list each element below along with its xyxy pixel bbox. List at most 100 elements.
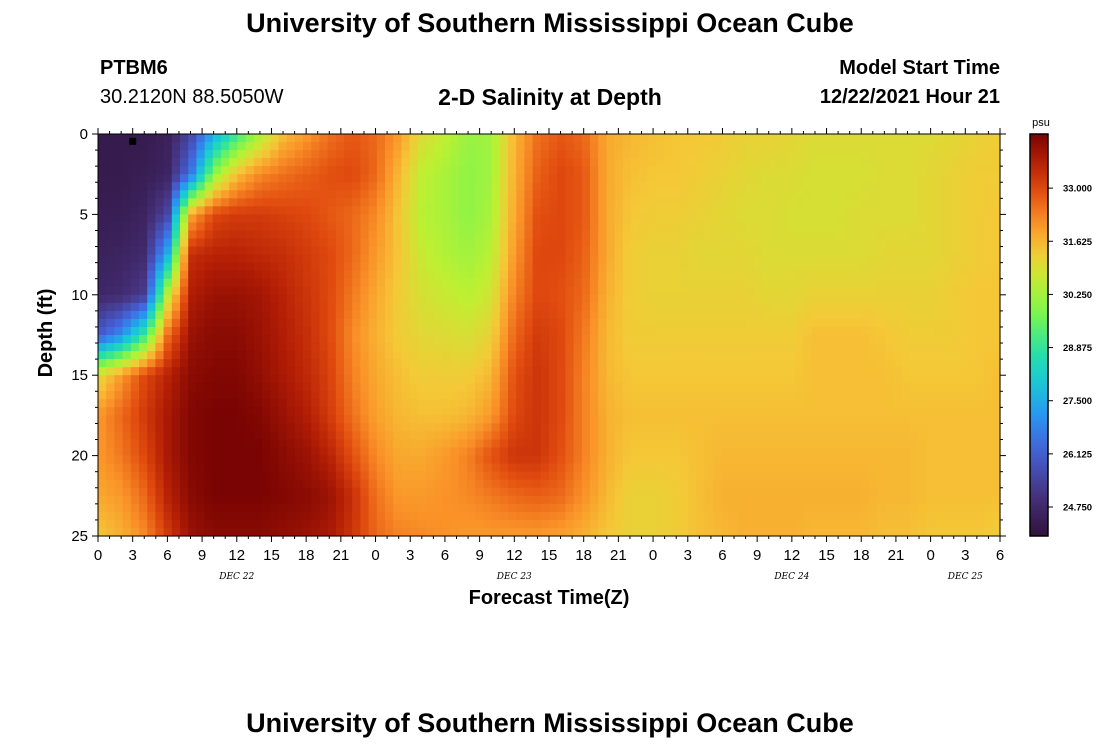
heatmap-cell	[450, 174, 460, 183]
heatmap-cell	[483, 214, 493, 224]
heatmap-cell	[909, 142, 919, 151]
heatmap-cell	[942, 415, 952, 425]
heatmap-cell	[811, 246, 821, 256]
heatmap-cell	[860, 310, 870, 320]
heatmap-cell	[516, 230, 525, 240]
heatmap-cell	[467, 351, 476, 360]
heatmap-cell	[737, 278, 747, 288]
heatmap-cell	[778, 254, 788, 264]
heatmap-cell	[926, 262, 935, 272]
heatmap-cell	[196, 383, 206, 392]
heatmap-cell	[139, 326, 148, 336]
heatmap-cell	[442, 463, 452, 473]
heatmap-cell	[352, 326, 361, 336]
heatmap-cell	[606, 326, 616, 336]
heatmap-cell	[795, 206, 804, 215]
heatmap-cell	[926, 214, 935, 224]
heatmap-cell	[942, 447, 952, 457]
heatmap-cell	[983, 142, 993, 151]
heatmap-cell	[581, 174, 591, 183]
heatmap-cell	[680, 174, 689, 183]
heatmap-cell	[655, 351, 665, 360]
heatmap-cell	[327, 190, 337, 199]
heatmap-cell	[631, 415, 640, 425]
heatmap-cell	[786, 134, 796, 143]
heatmap-cell	[975, 375, 985, 384]
heatmap-cell	[836, 423, 845, 433]
heatmap-cell	[918, 142, 927, 151]
heatmap-cell	[778, 359, 788, 368]
heatmap-cell	[253, 399, 263, 408]
heatmap-cell	[803, 471, 812, 481]
heatmap-cell	[795, 359, 804, 368]
heatmap-cell	[483, 487, 493, 497]
heatmap-cell	[704, 310, 714, 320]
heatmap-cell	[745, 455, 755, 465]
heatmap-cell	[598, 150, 607, 159]
heatmap-cell	[335, 447, 345, 457]
heatmap-cell	[442, 246, 452, 256]
heatmap-cell	[926, 479, 935, 489]
heatmap-cell	[762, 262, 771, 272]
heatmap-cell	[549, 246, 558, 256]
heatmap-cell	[811, 439, 821, 449]
heatmap-cell	[335, 270, 345, 280]
heatmap-cell	[499, 198, 509, 207]
heatmap-cell	[327, 302, 337, 312]
heatmap-cell	[409, 423, 419, 433]
heatmap-cell	[639, 431, 648, 441]
heatmap-cell	[155, 206, 165, 215]
heatmap-cell	[581, 447, 591, 457]
heatmap-cell	[819, 182, 829, 191]
heatmap-cell	[122, 262, 132, 272]
heatmap-cell	[991, 407, 1001, 416]
heatmap-cell	[122, 166, 132, 175]
heatmap-cell	[901, 270, 911, 280]
heatmap-cell	[713, 182, 722, 191]
heatmap-cell	[655, 391, 665, 400]
heatmap-cell	[598, 222, 607, 232]
heatmap-cell	[836, 399, 845, 408]
heatmap-cell	[983, 206, 993, 215]
heatmap-cell	[180, 439, 189, 449]
heatmap-cell	[442, 262, 452, 272]
heatmap-cell	[581, 407, 591, 416]
heatmap-cell	[598, 375, 607, 384]
heatmap-cell	[565, 278, 575, 288]
heatmap-cell	[606, 318, 616, 328]
heatmap-cell	[959, 487, 968, 497]
heatmap-cell	[622, 399, 632, 408]
heatmap-cell	[417, 415, 427, 425]
heatmap-cell	[680, 134, 689, 143]
heatmap-cell	[803, 238, 812, 248]
heatmap-cell	[647, 423, 657, 433]
heatmap-cell	[319, 359, 329, 368]
heatmap-cell	[442, 487, 452, 497]
heatmap-cell	[180, 150, 189, 159]
heatmap-cell	[130, 222, 140, 232]
heatmap-cell	[721, 134, 730, 143]
heatmap-cell	[450, 407, 460, 416]
heatmap-cell	[401, 238, 411, 248]
heatmap-cell	[442, 270, 452, 280]
heatmap-cell	[368, 471, 378, 481]
heatmap-cell	[188, 487, 197, 497]
heatmap-cell	[385, 206, 394, 215]
heatmap-cell	[467, 134, 476, 143]
heatmap-cell	[950, 447, 960, 457]
heatmap-cell	[360, 367, 370, 376]
heatmap-cell	[696, 158, 706, 167]
heatmap-cell	[680, 190, 689, 199]
heatmap-cell	[754, 254, 763, 264]
heatmap-cell	[909, 383, 919, 392]
heatmap-cell	[368, 439, 378, 449]
heatmap-cell	[967, 238, 976, 248]
heatmap-cell	[811, 262, 821, 272]
heatmap-cell	[959, 158, 968, 167]
heatmap-cell	[467, 471, 476, 481]
heatmap-cell	[983, 182, 993, 191]
heatmap-cell	[836, 463, 845, 473]
heatmap-cell	[737, 206, 747, 215]
heatmap-cell	[524, 351, 534, 360]
heatmap-cell	[270, 447, 279, 457]
